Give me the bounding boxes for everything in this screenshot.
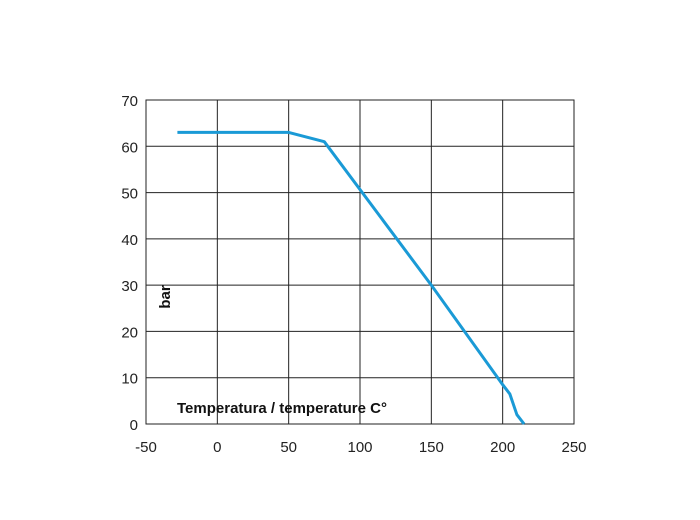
plot-frame [145, 99, 575, 425]
x-tick-label: 0 [213, 439, 221, 456]
y-tick-label: 30 [121, 278, 138, 295]
x-tick-label: 150 [419, 439, 444, 456]
x-axis-label: Temperatura / temperature C° [177, 400, 387, 417]
x-tick-label: -50 [135, 439, 157, 456]
y-tick-label: 20 [121, 324, 138, 341]
y-tick-label: 10 [121, 371, 138, 388]
y-axis-ticks: 0 10 20 30 40 50 60 70 [121, 93, 138, 434]
y-tick-label: 40 [121, 232, 138, 249]
y-tick-label: 50 [121, 186, 138, 203]
pressure-series-line [177, 130, 526, 425]
x-tick-label: 200 [490, 439, 515, 456]
y-tick-label: 60 [121, 139, 138, 156]
x-tick-label: 250 [561, 439, 586, 456]
y-tick-label: 70 [121, 93, 138, 110]
grid-lines [146, 100, 574, 424]
x-axis-ticks: -50 0 50 100 150 200 250 [135, 439, 586, 456]
y-tick-label: 0 [130, 417, 138, 434]
x-tick-label: 100 [347, 439, 372, 456]
x-tick-label: 50 [280, 439, 297, 456]
y-axis-label: bar [157, 285, 174, 309]
